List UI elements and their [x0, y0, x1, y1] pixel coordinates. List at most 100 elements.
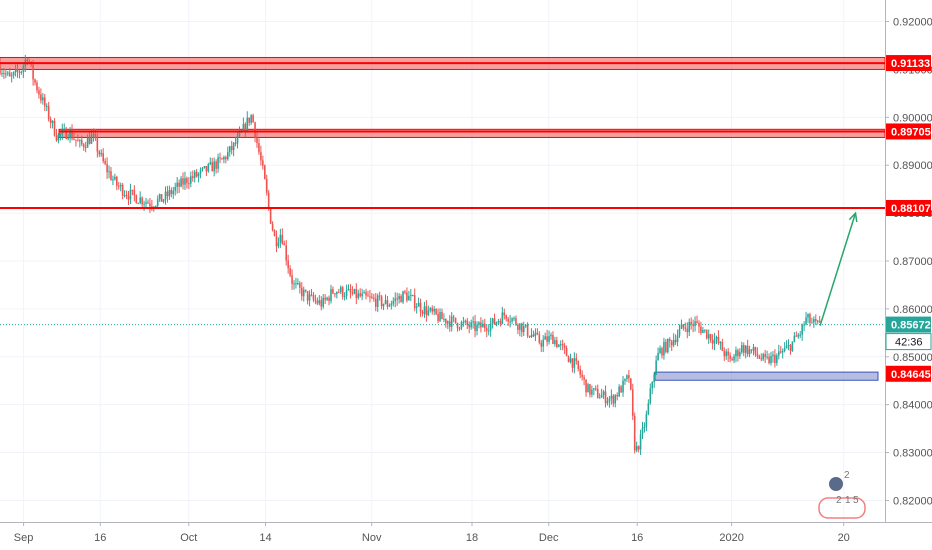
- candle-body: [711, 340, 714, 344]
- candle-body: [14, 69, 17, 73]
- x-tick-label: 16: [94, 532, 106, 544]
- grid-lines: [0, 0, 885, 522]
- candle-body: [267, 192, 270, 208]
- candle-body: [260, 152, 262, 161]
- candle-body: [285, 245, 288, 261]
- candle-body: [766, 356, 768, 358]
- candle-body: [221, 158, 223, 160]
- candle-body: [604, 391, 607, 404]
- candle-body: [252, 115, 254, 123]
- candle-body: [112, 179, 114, 181]
- candle-body: [42, 97, 44, 101]
- candle-body: [308, 294, 311, 301]
- candle-body: [201, 167, 204, 170]
- candle-body: [378, 295, 381, 297]
- candle-body: [511, 318, 513, 322]
- candle-body: [337, 291, 340, 293]
- candle-body: [18, 71, 21, 73]
- candle-body: [361, 293, 363, 297]
- candle-body: [715, 336, 718, 340]
- candle-body: [234, 142, 237, 144]
- candle-body: [373, 297, 375, 299]
- candle-body: [8, 72, 11, 77]
- candle-body: [639, 434, 642, 450]
- candle-body: [203, 166, 206, 168]
- candle-body: [744, 345, 747, 353]
- candle-body: [98, 151, 101, 155]
- candle-body: [561, 344, 564, 346]
- candle-body: [513, 318, 515, 320]
- candle-body: [106, 163, 108, 173]
- candle-body: [281, 234, 284, 244]
- candle-body: [156, 199, 159, 206]
- candle-body: [602, 391, 605, 396]
- candle-body: [232, 142, 235, 151]
- candle-body: [799, 334, 802, 336]
- candle-body: [137, 203, 140, 205]
- candle-body: [129, 189, 132, 200]
- candle-body: [548, 336, 550, 342]
- candle-body: [40, 94, 42, 101]
- candle-body: [34, 79, 36, 83]
- candle-body: [509, 321, 511, 323]
- candle-body: [670, 341, 673, 346]
- candle-body: [779, 351, 782, 353]
- candle-body: [310, 294, 313, 296]
- y-tick-label: 0.83000: [893, 448, 932, 460]
- candle-body: [742, 345, 745, 353]
- candle-body: [624, 378, 626, 381]
- candle-body: [343, 296, 346, 298]
- candle-body: [199, 169, 202, 174]
- candle-body: [585, 379, 587, 393]
- candle-body: [191, 176, 194, 178]
- candle-body: [667, 339, 669, 353]
- candle-body: [682, 324, 685, 328]
- candle-body: [6, 72, 9, 74]
- candle-body: [143, 203, 145, 205]
- candle-body: [517, 324, 519, 330]
- candle-body: [721, 342, 724, 351]
- candle-body: [376, 295, 379, 307]
- candle-body: [704, 329, 706, 331]
- forecast-arrow-shaft: [819, 212, 857, 326]
- candle-body: [694, 321, 696, 326]
- candle-body: [402, 291, 404, 303]
- candle-body: [316, 300, 319, 304]
- candle-body: [647, 403, 650, 415]
- candle-body: [482, 323, 484, 328]
- candle-body: [801, 324, 803, 335]
- candle-body: [813, 319, 815, 323]
- watermark-logo: 2 2 1 5: [818, 470, 866, 519]
- candle-body: [186, 178, 188, 184]
- candle-body: [741, 345, 743, 353]
- candle-body: [620, 386, 622, 393]
- candle-body: [439, 312, 441, 322]
- candle-body: [180, 178, 182, 187]
- candle-body: [581, 374, 583, 378]
- candle-body: [217, 157, 219, 169]
- candle-body: [400, 295, 402, 303]
- candle-body: [190, 176, 192, 184]
- x-tick-label: Dec: [539, 532, 559, 544]
- candle-body: [55, 135, 58, 141]
- candle-body: [215, 161, 217, 169]
- candle-body: [250, 115, 252, 123]
- candle-body: [394, 298, 397, 301]
- candle-body: [797, 334, 800, 337]
- candle-body: [497, 321, 500, 323]
- candle-body: [478, 322, 480, 326]
- candle-body: [612, 395, 615, 404]
- candle-body: [565, 348, 568, 357]
- candle-body: [464, 320, 467, 322]
- candle-body: [256, 138, 258, 144]
- time-axis[interactable]: Sep 16 Oct 14 Nov 18 Dec 16 2020 20: [0, 522, 932, 544]
- price-axis-panel: [885, 0, 932, 550]
- candle-body: [657, 352, 659, 361]
- candle-body: [684, 327, 687, 329]
- candle-body: [411, 295, 414, 297]
- candle-body: [339, 287, 342, 293]
- price-axis[interactable]: 0.920000.910000.900000.890000.880000.870…: [885, 0, 932, 550]
- candle-body: [563, 345, 566, 349]
- y-tick-label: 0.87000: [893, 256, 932, 268]
